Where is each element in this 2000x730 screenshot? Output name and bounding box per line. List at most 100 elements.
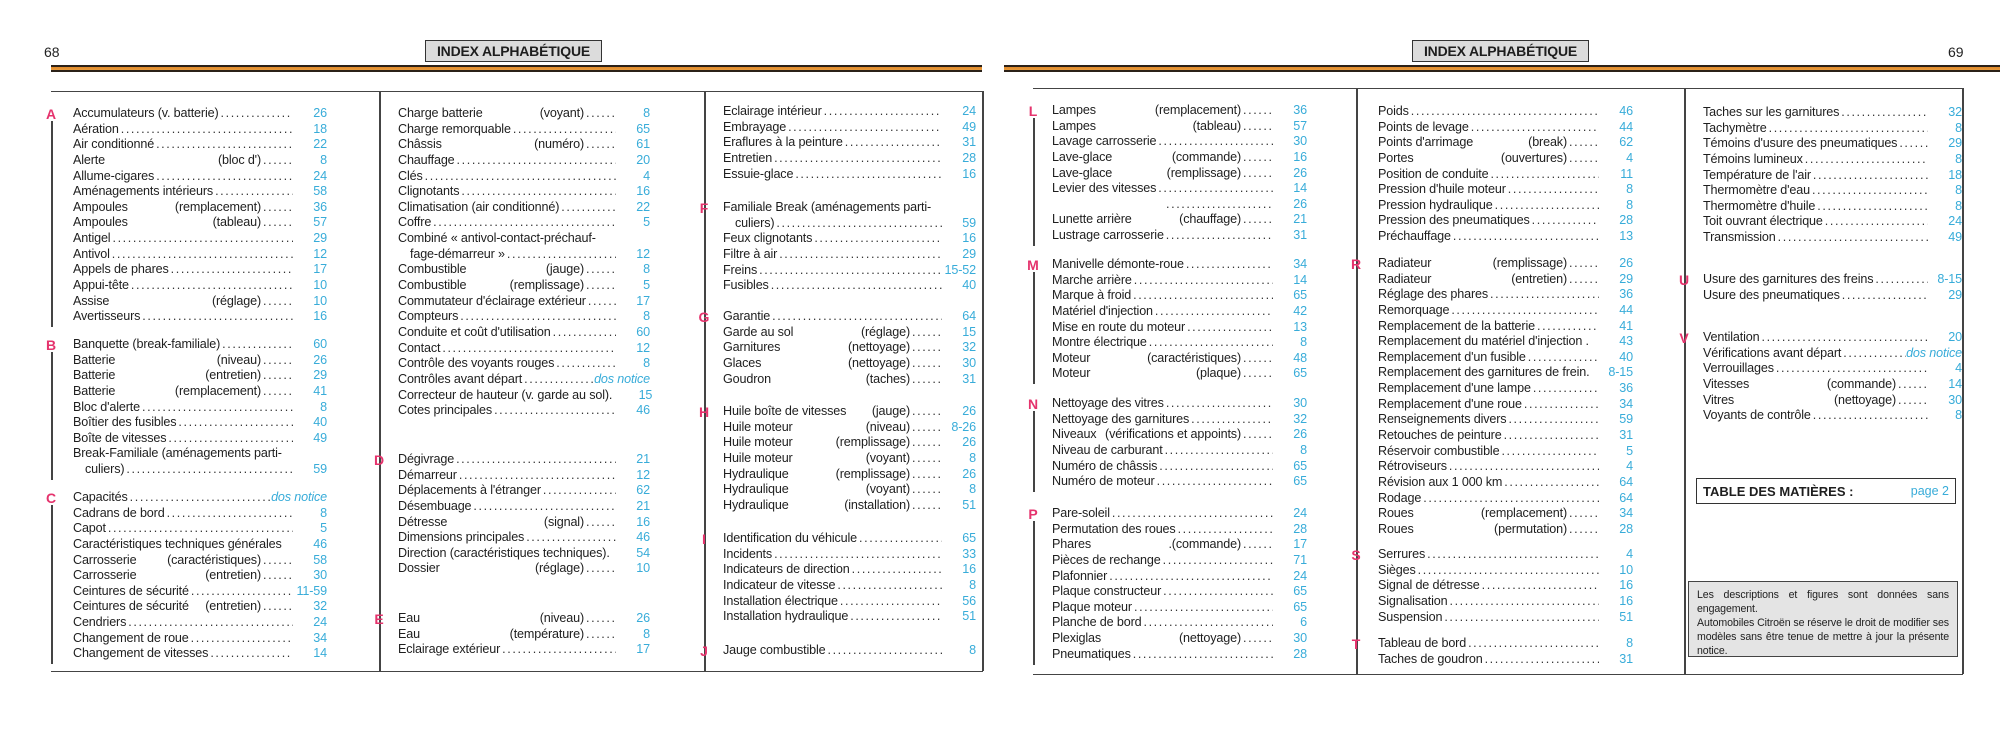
index-entry[interactable]: Rodage 64 bbox=[1378, 491, 1633, 507]
index-entry[interactable]: Batterie (entretien) 29 bbox=[73, 368, 327, 384]
page-reference[interactable]: 64 bbox=[1619, 474, 1633, 489]
index-entry[interactable]: Huile moteur (remplissage) 26 bbox=[723, 435, 976, 451]
page-reference[interactable]: 8-15 bbox=[1608, 365, 1633, 380]
index-entry[interactable]: Tachymètre 8 bbox=[1703, 121, 1962, 137]
page-reference[interactable]: 71 bbox=[1293, 552, 1307, 567]
index-entry[interactable]: Eraflures à la peinture 31 bbox=[723, 135, 976, 151]
index-entry[interactable]: Caractéristiques techniques générales 46 bbox=[73, 537, 327, 553]
page-reference[interactable]: 8 bbox=[643, 309, 650, 324]
page-reference[interactable]: 10 bbox=[313, 293, 327, 308]
page-reference[interactable]: 16 bbox=[1619, 578, 1633, 593]
page-reference[interactable]: 26 bbox=[962, 435, 976, 450]
index-entry[interactable]: Huile moteur (voyant) 8 bbox=[723, 451, 976, 467]
page-reference[interactable]: 26 bbox=[1619, 256, 1633, 270]
page-reference[interactable]: 24 bbox=[1293, 568, 1307, 583]
page-reference[interactable]: 28 bbox=[962, 150, 976, 165]
page-reference[interactable]: 5 bbox=[1626, 443, 1633, 458]
index-entry[interactable]: Indicateurs de direction 16 bbox=[723, 562, 976, 578]
page-reference[interactable]: 62 bbox=[636, 483, 650, 498]
index-entry[interactable]: Radiateur (entretien) 29 bbox=[1378, 272, 1633, 288]
page-reference[interactable]: 58 bbox=[313, 184, 327, 199]
page-reference[interactable]: 60 bbox=[313, 337, 327, 351]
page-reference[interactable]: 8 bbox=[643, 356, 650, 371]
page-reference[interactable]: 51 bbox=[1619, 609, 1633, 624]
page-reference[interactable]: 17 bbox=[313, 262, 327, 277]
index-entry[interactable]: Boîte de vitesses 49 bbox=[73, 431, 327, 447]
index-entry[interactable]: Remplacement d'une roue 34 bbox=[1378, 397, 1633, 413]
index-entry[interactable]: Verrouillages 4 bbox=[1703, 361, 1962, 377]
page-reference[interactable]: 8-15 bbox=[1937, 272, 1962, 286]
index-entry[interactable]: Poids 46 bbox=[1378, 104, 1633, 120]
index-entry[interactable]: Familiale Break (aménagements parti- bbox=[723, 200, 976, 216]
page-reference[interactable]: 51 bbox=[962, 497, 976, 512]
index-entry[interactable]: Plafonnier 24 bbox=[1052, 569, 1307, 585]
index-entry[interactable]: Démarreur 12 bbox=[398, 468, 650, 484]
index-entry[interactable]: Suspension 51 bbox=[1378, 610, 1633, 626]
index-entry[interactable]: Huile boîte de vitesses (jauge) 26 bbox=[723, 404, 976, 420]
index-entry[interactable]: Rétroviseurs 4 bbox=[1378, 459, 1633, 475]
page-reference[interactable]: 17 bbox=[636, 642, 650, 657]
index-entry[interactable]: Appels de phares 17 bbox=[73, 262, 327, 278]
index-entry[interactable]: Numéro de châssis 65 bbox=[1052, 459, 1307, 475]
index-entry[interactable]: Carrosserie (entretien) 30 bbox=[73, 568, 327, 584]
page-reference[interactable]: 34 bbox=[1293, 257, 1307, 271]
index-entry[interactable]: Détresse (signal) 16 bbox=[398, 515, 650, 531]
page-reference[interactable]: 4 bbox=[1626, 459, 1633, 474]
page-reference[interactable]: 29 bbox=[1619, 271, 1633, 286]
index-entry[interactable]: Identification du véhicule 65 bbox=[723, 531, 976, 547]
page-reference[interactable]: 11-59 bbox=[296, 583, 327, 598]
page-reference[interactable]: 46 bbox=[1619, 104, 1633, 118]
index-entry[interactable]: Position de conduite 11 bbox=[1378, 167, 1633, 183]
index-entry[interactable]: Combustible (remplissage) 5 bbox=[398, 278, 650, 294]
page-reference[interactable]: 24 bbox=[313, 168, 327, 183]
page-reference[interactable]: 17 bbox=[636, 293, 650, 308]
index-entry[interactable]: Contrôle des voyants rouges 8 bbox=[398, 356, 650, 372]
index-entry[interactable]: Filtre à air 29 bbox=[723, 247, 976, 263]
page-reference[interactable]: 57 bbox=[1293, 118, 1307, 133]
page-reference[interactable]: 49 bbox=[313, 430, 327, 445]
page-reference[interactable]: 46 bbox=[636, 403, 650, 418]
toc-page-link[interactable]: page 2 bbox=[1910, 484, 1949, 498]
index-entry[interactable]: Témoins lumineux 8 bbox=[1703, 152, 1962, 168]
page-reference[interactable]: 15-52 bbox=[944, 262, 977, 277]
page-reference[interactable]: 8 bbox=[969, 482, 976, 497]
index-entry[interactable]: Roues (remplacement) 34 bbox=[1378, 506, 1633, 522]
page-reference[interactable]: 36 bbox=[1619, 381, 1633, 396]
page-reference[interactable]: 21 bbox=[636, 498, 650, 513]
index-entry[interactable]: Pare-soleil 24 bbox=[1052, 506, 1307, 522]
page-reference[interactable]: 5 bbox=[643, 215, 650, 230]
index-entry[interactable]: Révision aux 1 000 km 64 bbox=[1378, 475, 1633, 491]
index-entry[interactable]: Ventilation 20 bbox=[1703, 330, 1962, 346]
page-reference[interactable]: 26 bbox=[962, 466, 976, 481]
page-reference[interactable]: 24 bbox=[1948, 214, 1962, 229]
page-reference[interactable]: 28 bbox=[1293, 521, 1307, 536]
page-reference[interactable]: 21 bbox=[636, 452, 650, 466]
page-reference[interactable]: 10 bbox=[1619, 562, 1633, 577]
index-entry[interactable]: 26 bbox=[1052, 197, 1307, 213]
index-entry[interactable]: Antivol 12 bbox=[73, 247, 327, 263]
page-reference[interactable]: 60 bbox=[636, 324, 650, 339]
index-entry[interactable]: Remplacement des garnitures de frein. 8-1… bbox=[1378, 365, 1633, 381]
page-reference[interactable]: 59 bbox=[313, 462, 327, 477]
page-reference[interactable]: 41 bbox=[313, 383, 327, 398]
page-reference[interactable]: 65 bbox=[636, 121, 650, 136]
page-reference[interactable]: 16 bbox=[636, 514, 650, 529]
page-reference[interactable]: 26 bbox=[1293, 427, 1307, 442]
index-entry[interactable]: Lave-glace (remplissage) 26 bbox=[1052, 166, 1307, 182]
page-reference[interactable]: 12 bbox=[636, 340, 650, 355]
page-reference[interactable]: 8 bbox=[969, 577, 976, 592]
index-entry[interactable]: Réglage des phares 36 bbox=[1378, 287, 1633, 303]
page-reference[interactable]: 24 bbox=[962, 104, 976, 118]
index-entry[interactable]: Plexiglas (nettoyage) 30 bbox=[1052, 631, 1307, 647]
index-entry[interactable]: Moteur (caractéristiques) 48 bbox=[1052, 351, 1307, 367]
index-entry[interactable]: Essuie-glace 16 bbox=[723, 167, 976, 183]
index-entry[interactable]: Taches sur les garnitures 32 bbox=[1703, 105, 1962, 121]
page-reference[interactable]: 32 bbox=[1293, 411, 1307, 426]
index-entry[interactable]: Moteur (plaque) 65 bbox=[1052, 366, 1307, 382]
page-reference[interactable]: 4 bbox=[1955, 361, 1962, 376]
page-reference[interactable]: 15 bbox=[638, 387, 653, 402]
page-reference[interactable]: 8 bbox=[1955, 183, 1962, 198]
index-entry[interactable]: Thermomètre d'huile 8 bbox=[1703, 199, 1962, 215]
index-entry[interactable]: Glaces (nettoyage) 30 bbox=[723, 356, 976, 372]
page-reference[interactable]: 16 bbox=[1619, 593, 1633, 608]
